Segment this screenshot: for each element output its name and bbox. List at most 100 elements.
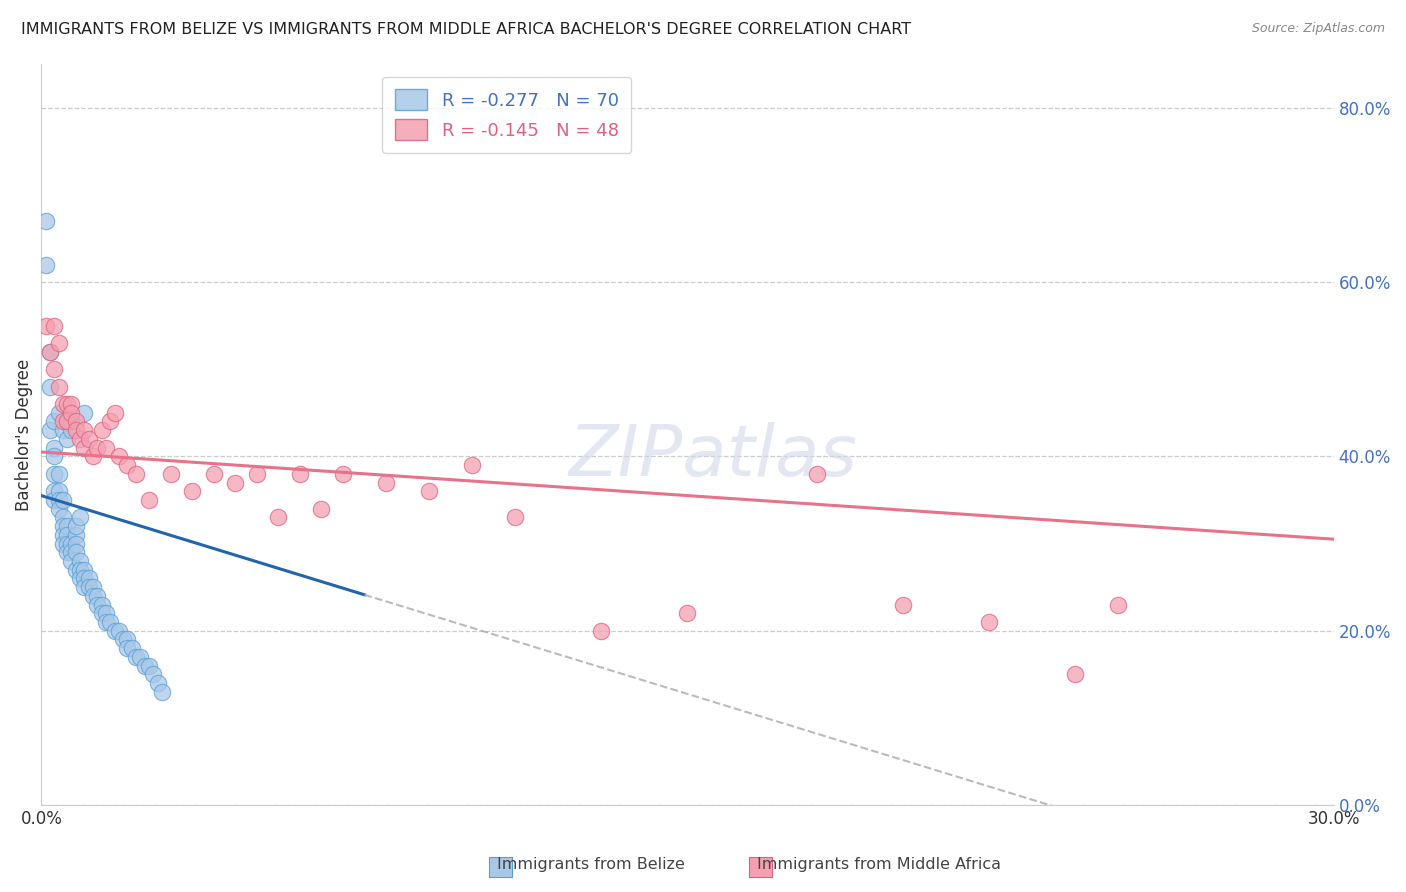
Point [90,423,112,437]
Point [375,475,398,490]
Point [90,598,112,612]
Point [44,450,66,464]
Point [94,615,117,629]
Point [138,492,160,507]
Point [125,649,148,664]
Point [52,519,75,533]
Point [332,467,354,481]
Point [44,362,66,376]
Point [39,344,62,359]
Point [39,379,62,393]
Point [82,589,104,603]
Point [117,458,139,472]
Point [56,545,79,559]
Point [34,258,56,272]
Point [1064,667,1087,681]
Point [60,415,83,429]
Point [44,492,66,507]
Point [52,510,75,524]
Point [39,344,62,359]
Point [34,318,56,333]
Point [60,554,83,568]
Point [1107,598,1129,612]
Legend: R = -0.277   N = 70, R = -0.145   N = 48: R = -0.277 N = 70, R = -0.145 N = 48 [382,77,631,153]
Point [117,641,139,656]
Point [129,649,152,664]
Text: Immigrants from Belize: Immigrants from Belize [496,857,685,872]
Point [77,432,100,446]
Point [73,563,96,577]
Point [224,475,246,490]
Point [73,441,96,455]
Point [77,571,100,585]
Point [69,563,91,577]
Point [77,580,100,594]
Point [60,406,83,420]
Point [591,624,613,638]
Point [69,571,91,585]
Point [503,510,526,524]
Point [65,423,87,437]
Point [52,423,75,437]
Point [159,467,181,481]
Point [267,510,290,524]
Text: Immigrants from Middle Africa: Immigrants from Middle Africa [756,857,1001,872]
Point [34,214,56,228]
Point [60,397,83,411]
Point [60,536,83,550]
Point [108,624,131,638]
Point [48,467,70,481]
Point [98,415,121,429]
Text: IMMIGRANTS FROM BELIZE VS IMMIGRANTS FROM MIDDLE AFRICA BACHELOR'S DEGREE CORREL: IMMIGRANTS FROM BELIZE VS IMMIGRANTS FRO… [21,22,911,37]
Point [117,632,139,647]
Point [288,467,311,481]
Point [48,379,70,393]
Point [44,484,66,499]
Point [52,536,75,550]
Point [65,545,87,559]
Y-axis label: Bachelor's Degree: Bachelor's Degree [15,359,32,511]
Point [48,501,70,516]
Point [65,528,87,542]
Point [246,467,269,481]
Point [150,685,173,699]
Point [86,598,108,612]
Point [48,336,70,351]
Point [56,397,79,411]
Point [94,441,117,455]
Point [48,484,70,499]
Point [418,484,440,499]
Point [52,492,75,507]
Text: Source: ZipAtlas.com: Source: ZipAtlas.com [1251,22,1385,36]
Point [121,641,143,656]
Point [44,467,66,481]
Point [39,423,62,437]
Point [108,450,131,464]
Point [52,415,75,429]
Point [806,467,828,481]
Point [65,563,87,577]
Point [65,415,87,429]
Point [69,554,91,568]
Text: ZIPatlas: ZIPatlas [569,422,858,491]
Point [44,415,66,429]
Point [69,432,91,446]
Point [134,658,156,673]
Point [112,632,135,647]
Point [65,536,87,550]
Point [891,598,914,612]
Point [90,607,112,621]
Point [56,519,79,533]
Point [44,441,66,455]
Point [202,467,225,481]
Point [48,492,70,507]
Point [181,484,204,499]
Point [60,545,83,559]
Point [103,406,125,420]
Point [461,458,484,472]
Point [146,676,169,690]
Point [65,519,87,533]
Point [142,667,165,681]
Point [98,615,121,629]
Point [73,580,96,594]
